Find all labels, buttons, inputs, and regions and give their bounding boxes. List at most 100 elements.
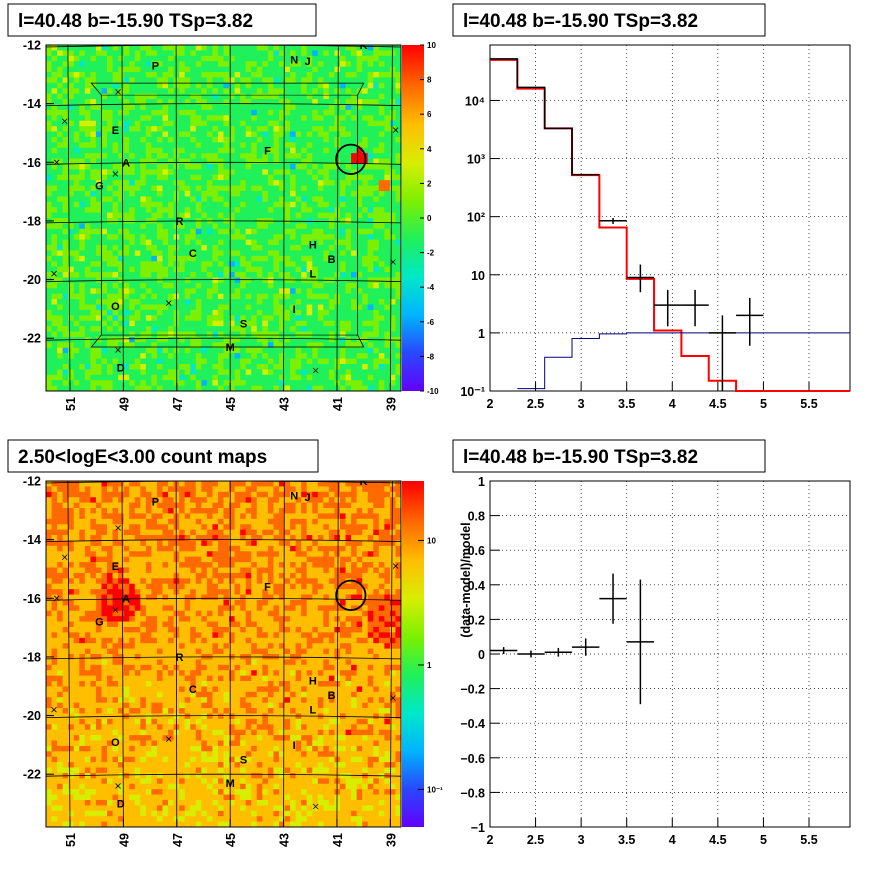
- heatmap-cell: [74, 492, 80, 498]
- heatmap-cell: [85, 562, 91, 568]
- heatmap-cell: [101, 132, 107, 138]
- heatmap-cell: [101, 310, 107, 316]
- heatmap-cell: [168, 261, 174, 267]
- heatmap-cell: [190, 142, 196, 148]
- heatmap-cell: [368, 180, 374, 186]
- heatmap-cell: [312, 288, 318, 294]
- heatmap-cell: [135, 213, 141, 219]
- heatmap-cell: [196, 180, 202, 186]
- heatmap-cell: [334, 104, 340, 110]
- heatmap-cell: [301, 326, 307, 332]
- heatmap-cell: [157, 88, 163, 94]
- heatmap-cell: [190, 353, 196, 359]
- heatmap-cell: [79, 816, 85, 822]
- heatmap-cell: [107, 315, 113, 321]
- heatmap-cell: [390, 169, 396, 175]
- heatmap-cell: [246, 234, 252, 240]
- heatmap-cell: [323, 294, 329, 300]
- heatmap-cell: [52, 342, 58, 348]
- heatmap-cell: [63, 784, 69, 790]
- heatmap-cell: [46, 137, 52, 143]
- heatmap-cell: [107, 578, 113, 584]
- heatmap-cell: [135, 223, 141, 229]
- heatmap-cell: [113, 294, 119, 300]
- heatmap-cell: [74, 697, 80, 703]
- heatmap-cell: [162, 72, 168, 78]
- heatmap-cell: [368, 315, 374, 321]
- heatmap-cell: [85, 283, 91, 289]
- heatmap-cell: [262, 83, 268, 89]
- heatmap-cell: [346, 261, 352, 267]
- heatmap-cell: [90, 72, 96, 78]
- heatmap-cell: [79, 164, 85, 170]
- heatmap-cell: [179, 261, 185, 267]
- heatmap-cell: [140, 67, 146, 73]
- heatmap-cell: [251, 283, 257, 289]
- heatmap-cell: [296, 288, 302, 294]
- heatmap-cell: [351, 272, 357, 278]
- heatmap-cell: [257, 94, 263, 100]
- heatmap-cell: [52, 481, 58, 487]
- heatmap-cell: [68, 121, 74, 127]
- heatmap-cell: [318, 56, 324, 62]
- heatmap-cell: [201, 272, 207, 278]
- heatmap-cell: [307, 375, 313, 381]
- heatmap-cell: [68, 503, 74, 509]
- heatmap-cell: [273, 196, 279, 202]
- heatmap-cell: [79, 703, 85, 709]
- heatmap-cell: [273, 67, 279, 73]
- heatmap-cell: [268, 88, 274, 94]
- heatmap-cell: [46, 632, 52, 638]
- heatmap-cell: [307, 283, 313, 289]
- heatmap-cell: [57, 240, 63, 246]
- heatmap-cell: [85, 61, 91, 67]
- heatmap-cell: [224, 175, 230, 181]
- heatmap-cell: [151, 326, 157, 332]
- heatmap-cell: [52, 359, 58, 365]
- heatmap-cell: [384, 164, 390, 170]
- heatmap-cell: [296, 169, 302, 175]
- heatmap-cell: [107, 638, 113, 644]
- heatmap-cell: [52, 692, 58, 698]
- heatmap-cell: [74, 72, 80, 78]
- heatmap-cell: [96, 773, 102, 779]
- heatmap-cell: [340, 288, 346, 294]
- heatmap-cell: [46, 213, 52, 219]
- heatmap-cell: [384, 126, 390, 132]
- heatmap-cell: [57, 261, 63, 267]
- heatmap-cell: [124, 191, 130, 197]
- heatmap-cell: [63, 573, 69, 579]
- heatmap-cell: [318, 164, 324, 170]
- heatmap-cell: [157, 175, 163, 181]
- heatmap-cell: [85, 121, 91, 127]
- heatmap-cell: [90, 670, 96, 676]
- heatmap-cell: [196, 369, 202, 375]
- heatmap-cell: [224, 126, 230, 132]
- heatmap-cell: [168, 234, 174, 240]
- heatmap-cell: [124, 223, 130, 229]
- heatmap-cell: [68, 126, 74, 132]
- heatmap-cell: [262, 267, 268, 273]
- heatmap-cell: [129, 283, 135, 289]
- heatmap-cell: [346, 283, 352, 289]
- heatmap-cell: [124, 148, 130, 154]
- heatmap-cell: [101, 486, 107, 492]
- heatmap-cell: [346, 353, 352, 359]
- heatmap-cell: [379, 299, 385, 305]
- heatmap-cell: [74, 126, 80, 132]
- heatmap-cell: [384, 67, 390, 73]
- heatmap-cell: [107, 148, 113, 154]
- heatmap-cell: [273, 245, 279, 251]
- y-tick-label: 10²: [467, 211, 485, 225]
- heatmap-cell: [57, 229, 63, 235]
- heatmap-cell: [63, 277, 69, 283]
- heatmap-cell: [107, 364, 113, 370]
- heatmap-cell: [212, 332, 218, 338]
- heatmap-cell: [296, 337, 302, 343]
- heatmap-cell: [151, 261, 157, 267]
- heatmap-cell: [63, 332, 69, 338]
- heatmap-cell: [90, 773, 96, 779]
- heatmap-cell: [85, 213, 91, 219]
- heatmap-cell: [240, 202, 246, 208]
